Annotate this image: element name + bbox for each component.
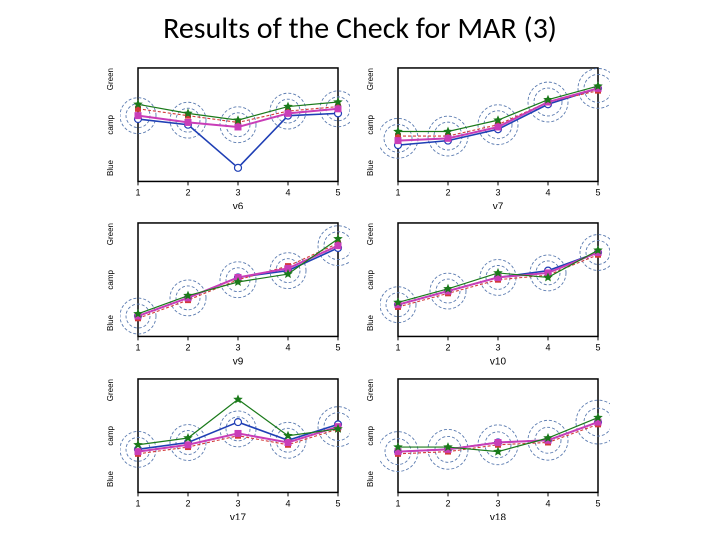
ylabel-top: Green [366,379,375,401]
svg-text:3: 3 [235,498,240,508]
ylabel-mid: camp [106,115,115,135]
svg-text:4: 4 [285,343,290,353]
svg-text:2: 2 [445,343,450,353]
svg-text:1: 1 [395,187,400,197]
ylabel-bot: Blue [366,315,375,331]
ylabel-mid: camp [366,426,375,446]
svg-text:5: 5 [335,187,340,197]
svg-text:5: 5 [595,498,600,508]
ylabel-top: Green [106,68,115,90]
ylabel-top: Green [366,68,375,90]
svg-text:v18: v18 [490,512,507,520]
svg-text:2: 2 [185,343,190,353]
svg-text:v7: v7 [493,201,504,209]
svg-text:2: 2 [445,498,450,508]
svg-text:3: 3 [495,343,500,353]
ylabel-bot: Blue [366,471,375,487]
ylabel-mid: camp [106,270,115,290]
svg-text:4: 4 [285,187,290,197]
ylabel-bot: Blue [366,160,375,176]
svg-text:3: 3 [495,187,500,197]
page-title: Results of the Check for MAR (3) [0,10,720,47]
svg-text:3: 3 [235,343,240,353]
svg-text:5: 5 [595,343,600,353]
panel-v6: GreencampBlue12345v6 [120,60,350,209]
ylabel-top: Green [106,223,115,245]
ylabel-top: Green [366,223,375,245]
svg-text:1: 1 [135,498,140,508]
svg-text:3: 3 [235,187,240,197]
svg-text:2: 2 [445,187,450,197]
ylabel-bot: Blue [106,471,115,487]
svg-text:1: 1 [135,187,140,197]
ylabel-bot: Blue [106,315,115,331]
panel-v17: GreencampBlue12345v17 [120,371,350,520]
svg-text:2: 2 [185,187,190,197]
svg-text:4: 4 [545,498,550,508]
svg-text:1: 1 [135,343,140,353]
ylabel-mid: camp [366,270,375,290]
svg-text:v10: v10 [490,357,507,365]
chart-grid: Green camp Blue 1 2 3 4 5 v6 Green camp Blue 1 2 3 4 5 v7… [120,60,610,520]
svg-text:v9: v9 [233,357,244,365]
panel-v18: GreencampBlue12345v18 [380,371,610,520]
panel-v7: GreencampBlue12345v7 [380,60,610,209]
svg-text:3: 3 [495,498,500,508]
svg-text:2: 2 [185,498,190,508]
ylabel-top: Green [106,379,115,401]
panel-v10: GreencampBlue12345v10 [380,215,610,364]
svg-text:5: 5 [335,498,340,508]
svg-text:1: 1 [395,343,400,353]
svg-text:v17: v17 [230,512,247,520]
ylabel-bot: Blue [106,160,115,176]
ylabel-mid: camp [366,115,375,135]
svg-text:1: 1 [395,498,400,508]
svg-text:4: 4 [545,343,550,353]
panel-v9: GreencampBlue12345v9 [120,215,350,364]
svg-text:4: 4 [545,187,550,197]
svg-text:v6: v6 [233,201,244,209]
ylabel-mid: camp [106,426,115,446]
svg-text:5: 5 [335,343,340,353]
svg-text:5: 5 [595,187,600,197]
svg-text:4: 4 [285,498,290,508]
